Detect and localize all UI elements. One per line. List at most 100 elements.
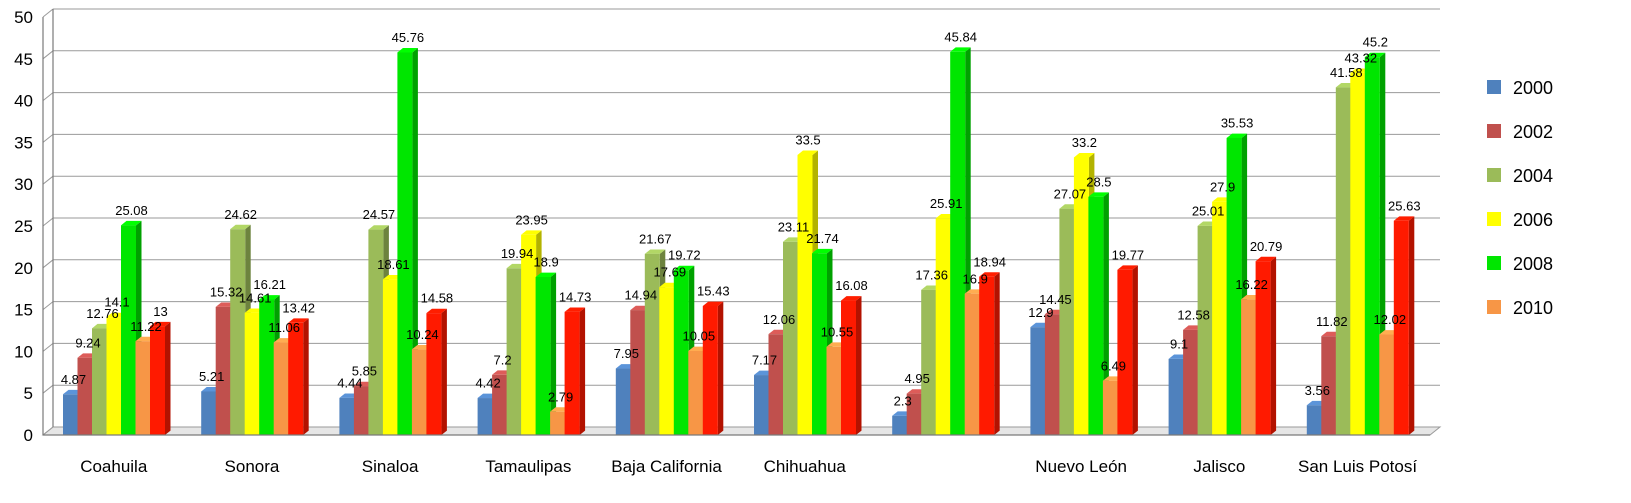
bar — [702, 301, 724, 435]
gridline-side — [42, 50, 54, 60]
data-label: 33.2 — [1072, 135, 1097, 150]
bar-front — [1241, 299, 1257, 435]
legend-label: 2004 — [1513, 166, 1553, 186]
bar — [426, 308, 447, 435]
bar — [1117, 265, 1138, 435]
data-label: 12.06 — [763, 312, 796, 327]
bar-front — [673, 270, 689, 435]
data-label: 10.24 — [406, 327, 439, 342]
data-label: 45.84 — [944, 29, 977, 44]
bar-front — [506, 268, 522, 435]
legend-item: 2000 — [1487, 78, 1553, 98]
data-label: 6.49 — [1101, 358, 1126, 373]
bar-front — [535, 276, 551, 435]
data-label: 14.61 — [239, 290, 272, 305]
legend-item: 2004 — [1487, 166, 1553, 186]
y-tick-label: 25 — [14, 217, 33, 236]
bar-top — [121, 220, 142, 226]
legend-item: 2008 — [1487, 254, 1553, 274]
bar-front — [244, 312, 260, 435]
bar-front — [1073, 157, 1089, 435]
bar-top — [673, 265, 695, 271]
bar-top — [979, 272, 1000, 277]
data-label: 3.56 — [1305, 383, 1330, 398]
data-label: 18.94 — [973, 254, 1006, 269]
bar-front — [106, 317, 122, 435]
legend-item: 2010 — [1487, 298, 1553, 318]
data-label: 19.72 — [668, 248, 701, 263]
bar-top — [564, 307, 586, 312]
bar — [150, 321, 171, 435]
data-label: 9.24 — [75, 335, 100, 350]
data-label: 4.95 — [905, 371, 930, 386]
data-label: 12.02 — [1374, 312, 1407, 327]
bar-front — [702, 306, 718, 435]
data-label: 11.82 — [1316, 314, 1348, 329]
bar-top — [150, 321, 171, 327]
data-label: 13 — [153, 304, 167, 319]
bar-front — [1030, 327, 1046, 435]
bar — [535, 272, 557, 435]
bar — [1393, 216, 1415, 435]
bar-front — [935, 218, 951, 435]
y-tick-label: 40 — [14, 92, 33, 111]
data-label: 12.76 — [86, 306, 119, 321]
legend-swatch — [1487, 168, 1501, 182]
data-label: 7.2 — [494, 352, 512, 367]
bar-top — [259, 295, 280, 300]
bar-front — [201, 391, 217, 435]
bar-front — [630, 310, 646, 435]
data-label: 17.69 — [654, 265, 687, 280]
data-label: 14.1 — [104, 295, 129, 310]
data-label: 21.67 — [639, 231, 672, 246]
gridline-side — [42, 8, 54, 18]
data-label: 16.22 — [1235, 277, 1268, 292]
bar-front — [1212, 201, 1228, 435]
bar — [397, 48, 418, 436]
data-label: 5.21 — [199, 369, 224, 384]
data-label: 18.9 — [533, 255, 558, 270]
data-label: 12.9 — [1028, 305, 1053, 320]
legend-label: 2008 — [1513, 254, 1553, 274]
data-label: 27.07 — [1054, 186, 1087, 201]
legend-item: 2002 — [1487, 122, 1553, 142]
bar-top — [841, 296, 862, 301]
bar-side — [412, 48, 418, 436]
bar-front — [892, 415, 908, 435]
data-label: 5.85 — [352, 364, 377, 379]
legend-swatch — [1487, 212, 1501, 226]
bar-front — [1255, 261, 1271, 435]
bar-top — [1088, 192, 1109, 197]
bar-front — [768, 334, 784, 435]
bar-front — [841, 300, 856, 435]
gridline-side — [42, 217, 54, 227]
data-label: 9.1 — [1170, 337, 1188, 352]
bar-top — [230, 224, 251, 230]
bar — [979, 272, 1000, 435]
data-label: 18.61 — [377, 257, 410, 272]
bar-front — [550, 411, 566, 435]
data-label: 24.62 — [224, 207, 257, 222]
bar-front — [273, 342, 289, 435]
bar-top — [368, 225, 389, 230]
bar-front — [964, 293, 980, 435]
bar-front — [521, 234, 537, 435]
data-label: 4.42 — [475, 376, 500, 391]
bar-front — [1306, 405, 1322, 435]
data-label: 11.22 — [130, 319, 162, 334]
bar-front — [426, 313, 442, 435]
bar-front — [688, 350, 704, 435]
bar-front — [921, 289, 937, 435]
data-label: 11.06 — [268, 320, 300, 335]
legend: 2000 2002 2004 2006 2008 2010 — [1487, 78, 1553, 318]
bar-front — [659, 287, 675, 435]
y-tick-label: 30 — [14, 175, 33, 194]
data-label: 23.11 — [778, 219, 810, 234]
bar-front — [215, 306, 231, 435]
bar-front — [288, 322, 304, 435]
bar-front — [1168, 358, 1184, 435]
bar-front — [1088, 196, 1104, 435]
bar-front — [1102, 380, 1118, 435]
data-label: 43.32 — [1345, 50, 1378, 65]
